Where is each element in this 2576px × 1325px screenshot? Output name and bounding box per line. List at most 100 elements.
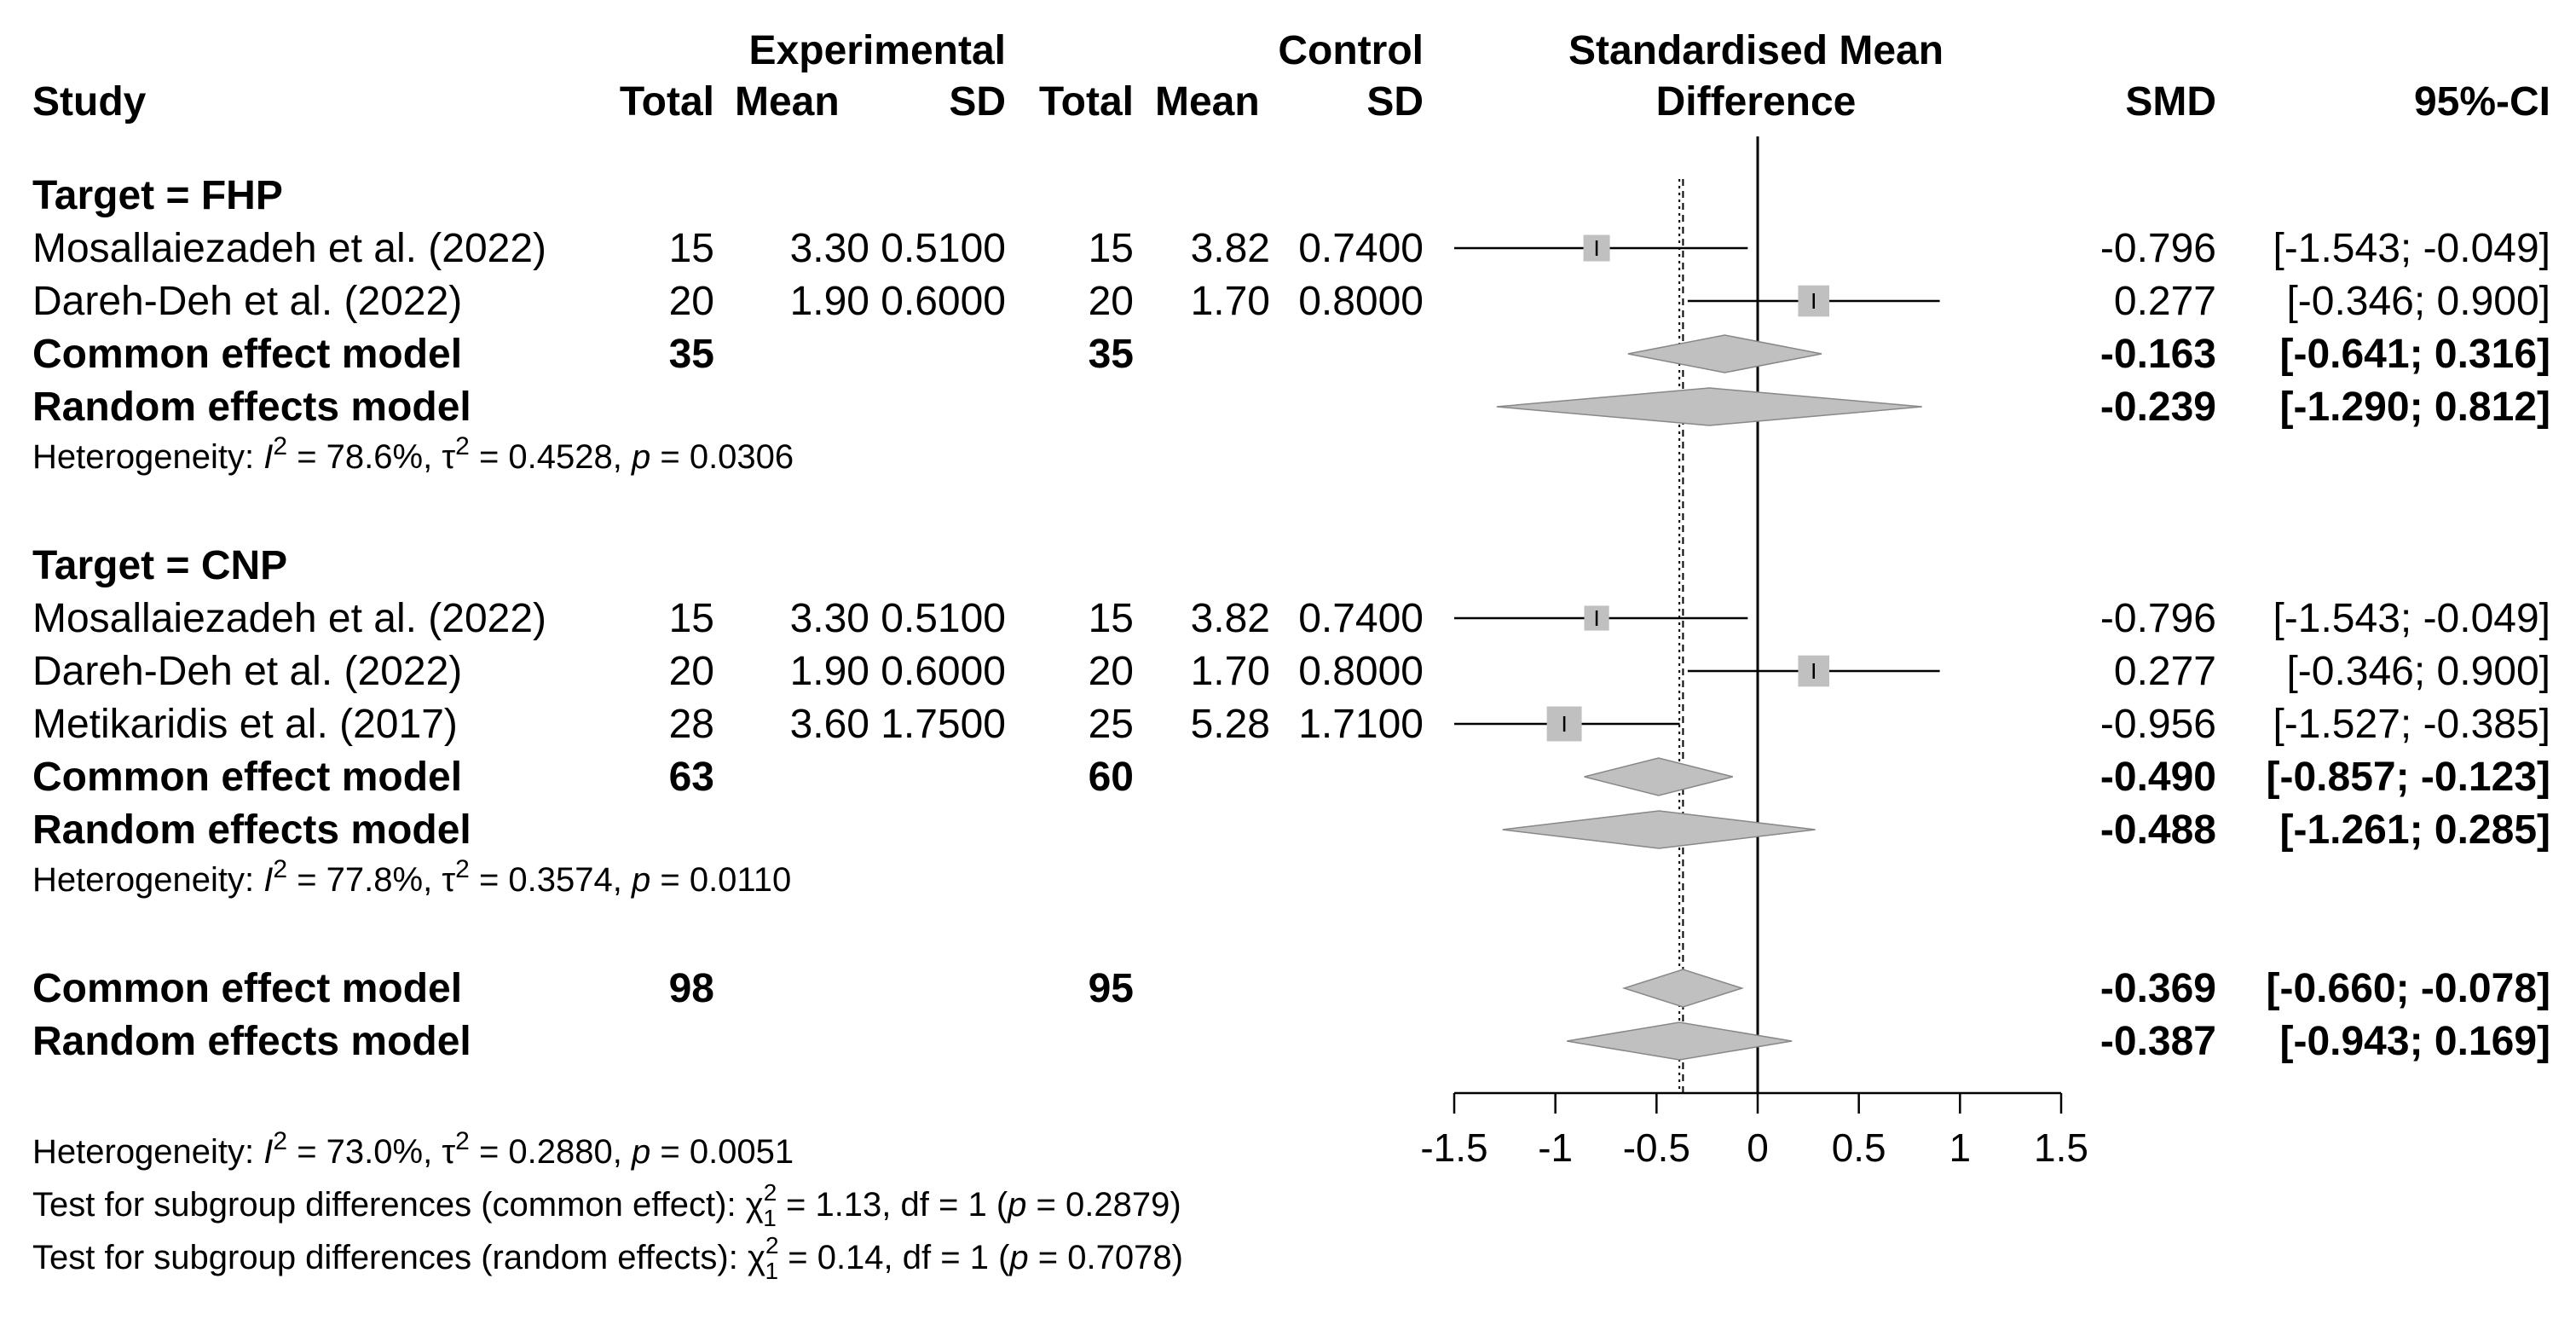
c-total-header: Total [1039, 79, 1134, 124]
subgroup-label: Target = CNP [32, 543, 287, 588]
c-sd-header: SD [1366, 79, 1424, 124]
control-total: 15 [1089, 596, 1134, 641]
experimental-total: 98 [669, 966, 714, 1011]
plot-panel [1454, 136, 1940, 1093]
ci-value: [-0.660; -0.078] [2267, 966, 2551, 1011]
common-effect-diamond [1628, 335, 1822, 373]
x-tick-label: 0 [1747, 1125, 1769, 1170]
experimental-sd: 1.7500 [881, 702, 1006, 747]
overall-heterogeneity: Heterogeneity: I2 = 73.0%, τ2 = 0.2880, … [32, 1127, 794, 1171]
study-rows: Target = FHP Mosallaiezadeh et al. (2022)… [32, 173, 2550, 1064]
ci-value: [-0.346; 0.900] [2286, 279, 2550, 324]
smd-title-line2: Difference [1656, 79, 1857, 124]
control-total: 15 [1089, 226, 1134, 271]
control-header: Control [1278, 28, 1424, 73]
e-mean-header: Mean [735, 79, 840, 124]
ci-value: [-0.857; -0.123] [2267, 755, 2551, 800]
experimental-sd: 0.6000 [881, 279, 1006, 324]
smd-value: -0.163 [2100, 332, 2216, 377]
smd-value: -0.490 [2100, 755, 2216, 800]
experimental-total: 20 [669, 649, 714, 694]
ci-value: [-1.543; -0.049] [2273, 596, 2550, 641]
smd-header: SMD [2125, 79, 2216, 124]
x-tick-label: -0.5 [1623, 1125, 1690, 1170]
x-tick-label: -1.5 [1420, 1125, 1487, 1170]
smd-title-line1: Standardised Mean [1568, 28, 1944, 73]
experimental-mean: 1.90 [790, 279, 869, 324]
common-effect-diamond [1585, 758, 1733, 796]
study-label: Random effects model [32, 385, 471, 430]
smd-value: -0.796 [2100, 596, 2216, 641]
smd-value: 0.277 [2114, 279, 2216, 324]
ci-value: [-0.346; 0.900] [2286, 649, 2550, 694]
ci-value: [-1.290; 0.812] [2279, 385, 2550, 430]
subgroup-test: Test for subgroup differences (random ef… [32, 1232, 1183, 1284]
control-mean: 5.28 [1191, 702, 1270, 747]
experimental-mean: 1.90 [790, 649, 869, 694]
smd-value: -0.796 [2100, 226, 2216, 271]
c-mean-header: Mean [1155, 79, 1260, 124]
subgroup-label: Target = FHP [32, 173, 283, 218]
study-label: Mosallaiezadeh et al. (2022) [32, 226, 546, 271]
experimental-total: 20 [669, 279, 714, 324]
study-label: Metikaridis et al. (2017) [32, 702, 458, 747]
x-tick-label: 0.5 [1832, 1125, 1886, 1170]
control-mean: 3.82 [1191, 596, 1270, 641]
control-sd: 0.8000 [1298, 649, 1424, 694]
control-mean: 1.70 [1191, 279, 1270, 324]
x-tick-label: 1.5 [2034, 1125, 2088, 1170]
control-total: 20 [1089, 279, 1134, 324]
study-label: Dareh-Deh et al. (2022) [32, 649, 462, 694]
experimental-header: Experimental [749, 28, 1006, 73]
control-total: 20 [1089, 649, 1134, 694]
smd-value: -0.239 [2100, 385, 2216, 430]
common-effect-diamond [1624, 969, 1741, 1007]
subgroup-heterogeneity: Heterogeneity: I2 = 78.6%, τ2 = 0.4528, … [32, 432, 794, 476]
ci-value: [-1.543; -0.049] [2273, 226, 2550, 271]
control-mean: 1.70 [1191, 649, 1270, 694]
experimental-sd: 0.5100 [881, 226, 1006, 271]
experimental-mean: 3.30 [790, 226, 869, 271]
study-label: Dareh-Deh et al. (2022) [32, 279, 462, 324]
study-label: Common effect model [32, 332, 462, 377]
footer-notes: Heterogeneity: I2 = 73.0%, τ2 = 0.2880, … [32, 1127, 1183, 1284]
control-total: 25 [1089, 702, 1134, 747]
e-sd-header: SD [949, 79, 1006, 124]
control-total: 60 [1089, 755, 1134, 800]
column-headers: Experimental Control Standardised Mean S… [32, 28, 2550, 124]
study-label: Common effect model [32, 966, 462, 1011]
experimental-mean: 3.30 [790, 596, 869, 641]
control-sd: 1.7100 [1298, 702, 1424, 747]
e-total-header: Total [620, 79, 714, 124]
ci-value: [-0.641; 0.316] [2279, 332, 2550, 377]
experimental-total: 15 [669, 226, 714, 271]
study-header: Study [32, 79, 147, 124]
study-label: Random effects model [32, 807, 471, 853]
ci-header: 95%-CI [2414, 79, 2550, 124]
control-total: 95 [1089, 966, 1134, 1011]
ci-value: [-1.261; 0.285] [2279, 807, 2550, 853]
x-tick-label: -1 [1538, 1125, 1573, 1170]
random-effects-diamond [1503, 811, 1816, 848]
random-effects-diamond [1497, 388, 1922, 425]
smd-value: -0.369 [2100, 966, 2216, 1011]
forest-plot: Experimental Control Standardised Mean S… [0, 0, 2576, 1325]
control-total: 35 [1089, 332, 1134, 377]
control-mean: 3.82 [1191, 226, 1270, 271]
subgroup-test: Test for subgroup differences (common ef… [32, 1179, 1181, 1231]
study-label: Random effects model [32, 1019, 471, 1064]
x-axis: -1.5 -1 -0.5 0 0.5 1 1.5 [1420, 1093, 2088, 1170]
experimental-sd: 0.5100 [881, 596, 1006, 641]
smd-value: -0.387 [2100, 1019, 2216, 1064]
control-sd: 0.7400 [1298, 226, 1424, 271]
experimental-total: 28 [669, 702, 714, 747]
smd-value: -0.956 [2100, 702, 2216, 747]
study-label: Mosallaiezadeh et al. (2022) [32, 596, 546, 641]
smd-value: 0.277 [2114, 649, 2216, 694]
subgroup-heterogeneity: Heterogeneity: I2 = 77.8%, τ2 = 0.3574, … [32, 855, 791, 899]
control-sd: 0.7400 [1298, 596, 1424, 641]
ci-value: [-0.943; 0.169] [2279, 1019, 2550, 1064]
experimental-sd: 0.6000 [881, 649, 1006, 694]
smd-value: -0.488 [2100, 807, 2216, 853]
study-label: Common effect model [32, 755, 462, 800]
